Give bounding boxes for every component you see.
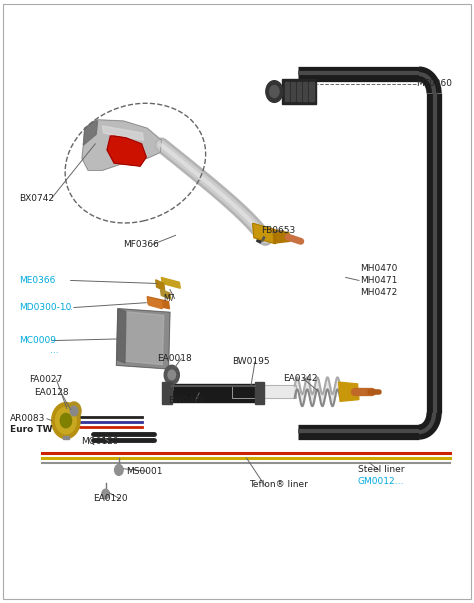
Polygon shape (297, 82, 301, 101)
Polygon shape (117, 309, 170, 369)
Text: MS0001: MS0001 (126, 467, 163, 476)
Polygon shape (291, 82, 295, 101)
Polygon shape (82, 120, 161, 171)
Circle shape (60, 414, 72, 428)
Polygon shape (310, 82, 314, 101)
Polygon shape (282, 79, 316, 104)
Text: FB0653: FB0653 (261, 226, 295, 235)
Circle shape (67, 402, 81, 420)
Text: EA0128: EA0128 (34, 388, 68, 397)
Polygon shape (167, 384, 260, 402)
Polygon shape (338, 382, 359, 402)
Polygon shape (162, 382, 172, 405)
Polygon shape (148, 298, 162, 309)
Text: MH0470: MH0470 (360, 264, 397, 273)
Polygon shape (102, 126, 144, 140)
Text: Teflon® liner: Teflon® liner (249, 481, 308, 490)
Circle shape (55, 408, 76, 434)
Text: MQ0129: MQ0129 (81, 437, 118, 446)
Circle shape (164, 365, 179, 385)
Text: AR0083: AR0083 (10, 414, 46, 423)
Circle shape (168, 370, 175, 380)
Polygon shape (147, 297, 169, 309)
Polygon shape (255, 382, 264, 405)
Circle shape (115, 464, 123, 475)
Text: FA0027: FA0027 (29, 375, 62, 384)
Polygon shape (273, 229, 290, 243)
Circle shape (70, 406, 78, 416)
Polygon shape (232, 385, 296, 399)
Text: BW0480: BW0480 (168, 396, 206, 405)
Text: BW0195: BW0195 (232, 357, 270, 366)
Text: MH0471: MH0471 (360, 276, 397, 285)
Text: Euro TW: Euro TW (10, 425, 53, 434)
Polygon shape (117, 309, 126, 363)
Text: ...: ... (50, 346, 59, 355)
Polygon shape (303, 82, 308, 101)
Text: M7: M7 (164, 294, 175, 303)
Text: MT0260: MT0260 (417, 79, 453, 88)
Text: EA0120: EA0120 (93, 494, 128, 504)
Text: GM0012…: GM0012… (357, 478, 404, 487)
Circle shape (266, 81, 283, 103)
Polygon shape (83, 121, 98, 145)
Polygon shape (125, 312, 164, 365)
Text: EA0018: EA0018 (156, 354, 191, 363)
Polygon shape (160, 289, 171, 299)
Polygon shape (161, 277, 180, 288)
Circle shape (270, 86, 279, 98)
Text: ...: ... (64, 303, 73, 312)
Text: MF0366: MF0366 (124, 240, 159, 249)
Polygon shape (107, 136, 146, 166)
Circle shape (102, 489, 109, 499)
Polygon shape (253, 223, 276, 244)
Text: MH0472: MH0472 (360, 288, 397, 297)
Text: BX0742: BX0742 (19, 194, 55, 203)
Text: EA0342: EA0342 (283, 374, 318, 383)
Text: Steel liner: Steel liner (357, 466, 404, 475)
Circle shape (52, 403, 80, 438)
Polygon shape (63, 435, 69, 438)
Text: MD0300-10: MD0300-10 (19, 303, 72, 312)
Text: ME0366: ME0366 (19, 276, 56, 285)
Text: MC0009: MC0009 (19, 336, 56, 345)
Polygon shape (156, 280, 164, 291)
Polygon shape (285, 82, 289, 101)
